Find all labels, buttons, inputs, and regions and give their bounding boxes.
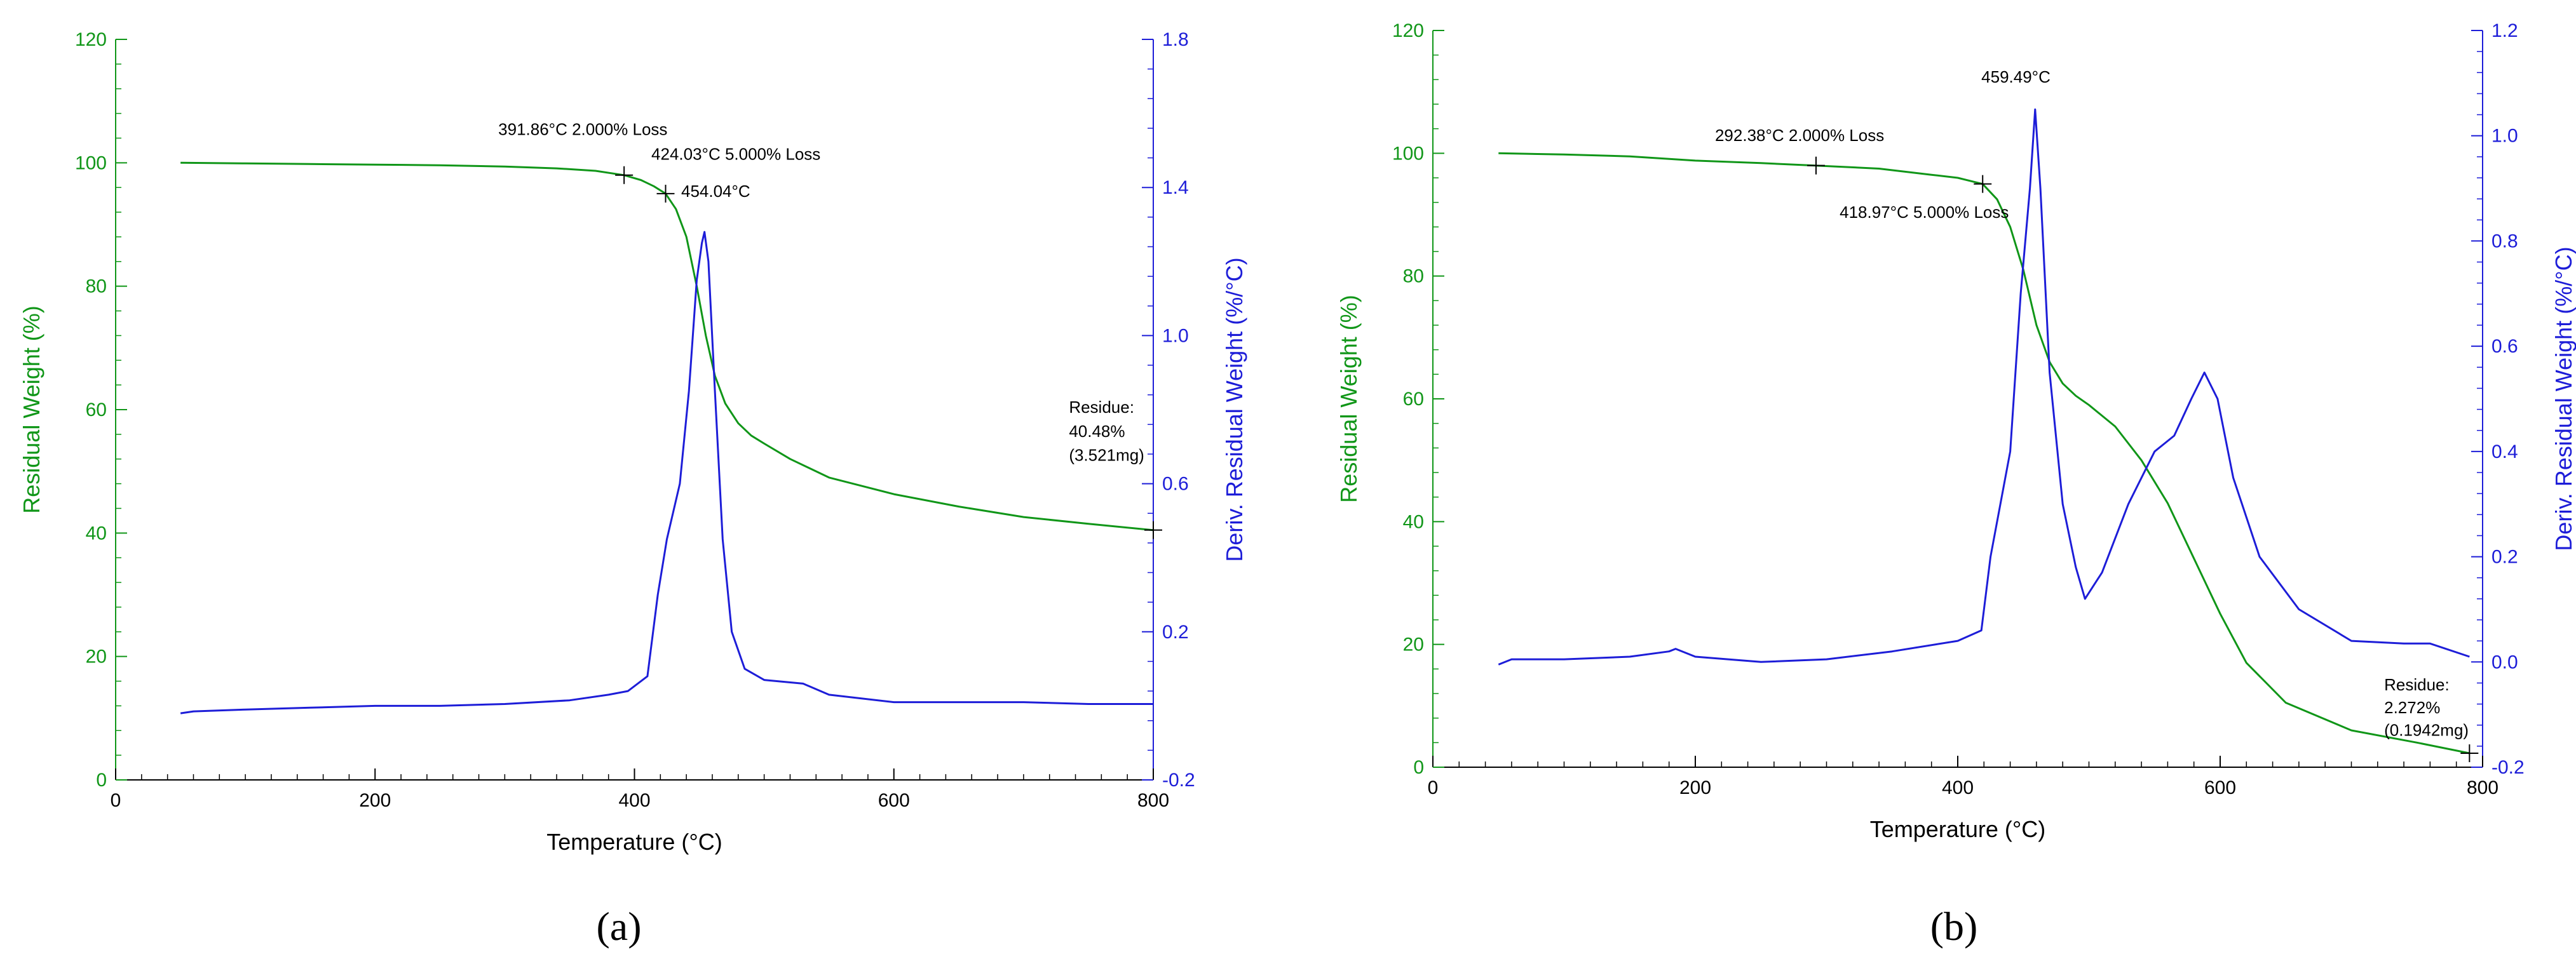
y-left-tick-label: 120 — [1392, 20, 1424, 41]
x-tick-label: 800 — [2467, 777, 2498, 798]
chart-panel-a: 0 200 400 600 800 0 20 40 60 80 100 120 -0.2 0.2 0.6 1.… — [18, 29, 1247, 949]
y-right-axis-label: Deriv. Residual Weight (%/°C) — [1221, 257, 1247, 561]
x-tick-label: 400 — [618, 790, 650, 811]
y-left-tick-label: 120 — [75, 29, 107, 50]
panel-label-b: (b) — [1930, 904, 1978, 949]
annotation-label: 391.86°C 2.000% Loss — [498, 120, 667, 139]
y-right-tick-label: -0.2 — [1162, 770, 1195, 791]
x-tick-label: 600 — [2204, 777, 2236, 798]
annotation-label: (0.1942mg) — [2384, 721, 2469, 740]
y-left-tick-label: 60 — [86, 399, 107, 420]
x-tick-label: 600 — [878, 790, 910, 811]
annotation-label: 418.97°C 5.000% Loss — [1840, 203, 2009, 222]
y-right-tick-label: 0.6 — [1162, 474, 1189, 495]
y-left-axis-label: Residual Weight (%) — [18, 305, 44, 513]
annotation-label: 424.03°C 5.000% Loss — [651, 144, 820, 163]
y-left-tick-label: 0 — [1413, 757, 1424, 778]
x-tick-label: 0 — [1428, 777, 1439, 798]
x-tick-label: 200 — [1679, 777, 1711, 798]
annotation-label: 459.49°C — [1981, 67, 2051, 86]
y-right-tick-label: 1.2 — [2491, 20, 2518, 41]
x-tick-label: 800 — [1137, 790, 1169, 811]
y-left-tick-label: 100 — [1392, 143, 1424, 164]
annotation-label: 40.48% — [1069, 422, 1125, 441]
annotation-label: 292.38°C 2.000% Loss — [1715, 126, 1884, 145]
y-left-axis-label: Residual Weight (%) — [1336, 295, 1362, 502]
x-tick-label: 0 — [111, 790, 121, 811]
annotation-label: Residue: — [2384, 675, 2450, 694]
y-right-tick-label: 1.0 — [2491, 126, 2518, 147]
panel-label-a: (a) — [596, 904, 642, 949]
y-left-tick-label: 0 — [96, 770, 107, 791]
y-left-tick-label: 80 — [1403, 266, 1424, 287]
y-left-tick-label: 20 — [86, 647, 107, 667]
x-axis-label: Temperature (°C) — [1870, 816, 2045, 842]
weight-curve — [1498, 152, 2470, 754]
annotation-label: Residue: — [1069, 398, 1134, 417]
y-left-tick-label: 20 — [1403, 634, 1424, 655]
y-left-tick-label: 60 — [1403, 389, 1424, 410]
chart-a: 0 200 400 600 800 0 20 40 60 80 100 120 -0.2 0.2 0.6 1.… — [18, 29, 1247, 855]
y-right-tick-label: 0.8 — [2491, 231, 2518, 251]
y-right-tick-label: 1.0 — [1162, 325, 1189, 346]
y-right-tick-label: 1.4 — [1162, 177, 1189, 198]
weight-curve — [180, 161, 1154, 532]
x-axis-label: Temperature (°C) — [546, 829, 722, 855]
derivative-curve — [1498, 108, 2470, 666]
y-left-tick-label: 40 — [86, 523, 107, 544]
y-right-tick-label: 1.8 — [1162, 29, 1189, 50]
y-right-tick-label: -0.2 — [2491, 757, 2525, 778]
x-tick-label: 200 — [359, 790, 391, 811]
y-right-tick-label: 0.4 — [2491, 441, 2518, 462]
y-right-axis-label: Deriv. Residual Weight (%/°C) — [2551, 246, 2576, 551]
annotation-label: 2.272% — [2384, 698, 2440, 717]
y-right-tick-label: 0.2 — [2491, 547, 2518, 568]
y-left-tick-label: 80 — [86, 276, 107, 297]
y-right-tick-label: 0.6 — [2491, 336, 2518, 357]
x-tick-label: 400 — [1942, 777, 1974, 798]
annotation-label: (3.521mg) — [1069, 446, 1144, 465]
chart-b: 0 200 400 600 800 0 20 40 60 80 100 120 -0.2 0.0 0.2 0.… — [1336, 20, 2576, 842]
y-right-tick-label: 0.0 — [2491, 652, 2518, 673]
annotation-label: 454.04°C — [681, 182, 750, 201]
y-left-tick-label: 100 — [75, 152, 107, 173]
chart-panel-b: 0 200 400 600 800 0 20 40 60 80 100 120 -0.2 0.0 0.2 0.… — [1288, 0, 2576, 959]
y-right-tick-label: 0.2 — [1162, 622, 1189, 643]
derivative-curve — [180, 231, 1153, 714]
y-left-tick-label: 40 — [1403, 511, 1424, 532]
